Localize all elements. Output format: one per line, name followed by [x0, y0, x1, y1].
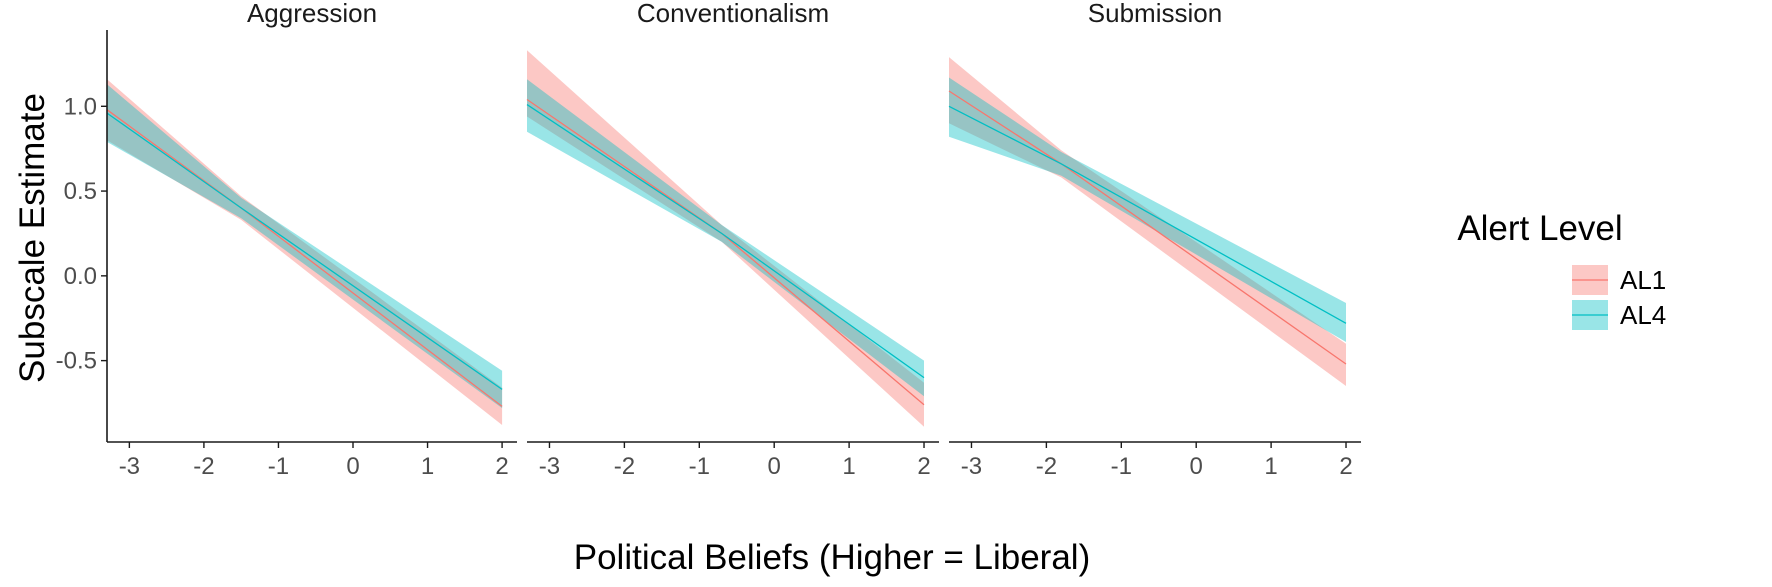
x-tick-label-aggression-2: -1 [268, 453, 289, 480]
x-tick-label-submission-4: 1 [1264, 453, 1277, 480]
x-tick-label-conventionalism-4: 1 [842, 453, 855, 480]
panel-conventionalism: Conventionalism -3 -2 -1 0 1 2 [526, 0, 939, 480]
x-tick-label-submission-0: -3 [961, 453, 982, 480]
x-tick-label-conventionalism-5: 2 [917, 453, 930, 480]
x-axis-title: Political Beliefs (Higher = Liberal) [574, 538, 1090, 577]
x-tick-label-aggression-5: 2 [495, 453, 508, 480]
x-tick-label-aggression-4: 1 [421, 453, 434, 480]
line-al4-conventionalism [526, 104, 925, 379]
y-tick-label-1: 0.0 [64, 263, 97, 290]
x-tick-label-submission-1: -2 [1036, 453, 1057, 480]
x-tick-label-conventionalism-0: -3 [539, 453, 560, 480]
x-tick-label-submission-3: 0 [1190, 453, 1203, 480]
x-tick-label-submission-2: -1 [1111, 453, 1132, 480]
panel-title-submission: Submission [1088, 0, 1222, 28]
y-axis-title: Subscale Estimate [13, 93, 52, 383]
x-tick-label-conventionalism-2: -1 [689, 453, 710, 480]
panel-title-aggression: Aggression [247, 0, 377, 28]
panel-submission: Submission -3 -2 -1 0 1 2 [948, 0, 1361, 480]
ribbon-al1-conventionalism [527, 50, 924, 427]
x-tick-label-submission-5: 2 [1339, 453, 1352, 480]
panel-title-conventionalism: Conventionalism [637, 0, 829, 28]
line-al4-aggression [106, 112, 503, 390]
panels: Aggression -3 -2 -1 0 1 2 -0.5 0.0 0.5 1.0 Conventi… [56, 0, 1361, 480]
x-tick-label-aggression-0: -3 [119, 453, 140, 480]
legend-item-al4: AL4 [1572, 300, 1666, 330]
line-al4-submission [948, 105, 1347, 324]
y-tick-label-0: -0.5 [56, 348, 97, 375]
ribbon-al1-submission [949, 57, 1346, 386]
legend-item-al1: AL1 [1572, 265, 1666, 295]
ribbon-al4-conventionalism [527, 79, 924, 397]
x-tick-label-conventionalism-1: -2 [614, 453, 635, 480]
legend-label-al1: AL1 [1620, 265, 1666, 295]
y-tick-label-3: 1.0 [64, 93, 97, 120]
legend-label-al4: AL4 [1620, 300, 1666, 330]
x-tick-label-aggression-1: -2 [193, 453, 214, 480]
y-tick-label-2: 0.5 [64, 178, 97, 205]
panel-aggression: Aggression -3 -2 -1 0 1 2 -0.5 0.0 0.5 1.0 [56, 0, 517, 480]
x-tick-label-conventionalism-3: 0 [768, 453, 781, 480]
legend-title: Alert Level [1457, 209, 1622, 248]
x-tick-label-aggression-3: 0 [346, 453, 359, 480]
ribbon-al4-submission [949, 77, 1346, 342]
legend: Alert Level AL1 AL4 [1457, 209, 1666, 330]
ribbon-al4-aggression [107, 84, 503, 409]
